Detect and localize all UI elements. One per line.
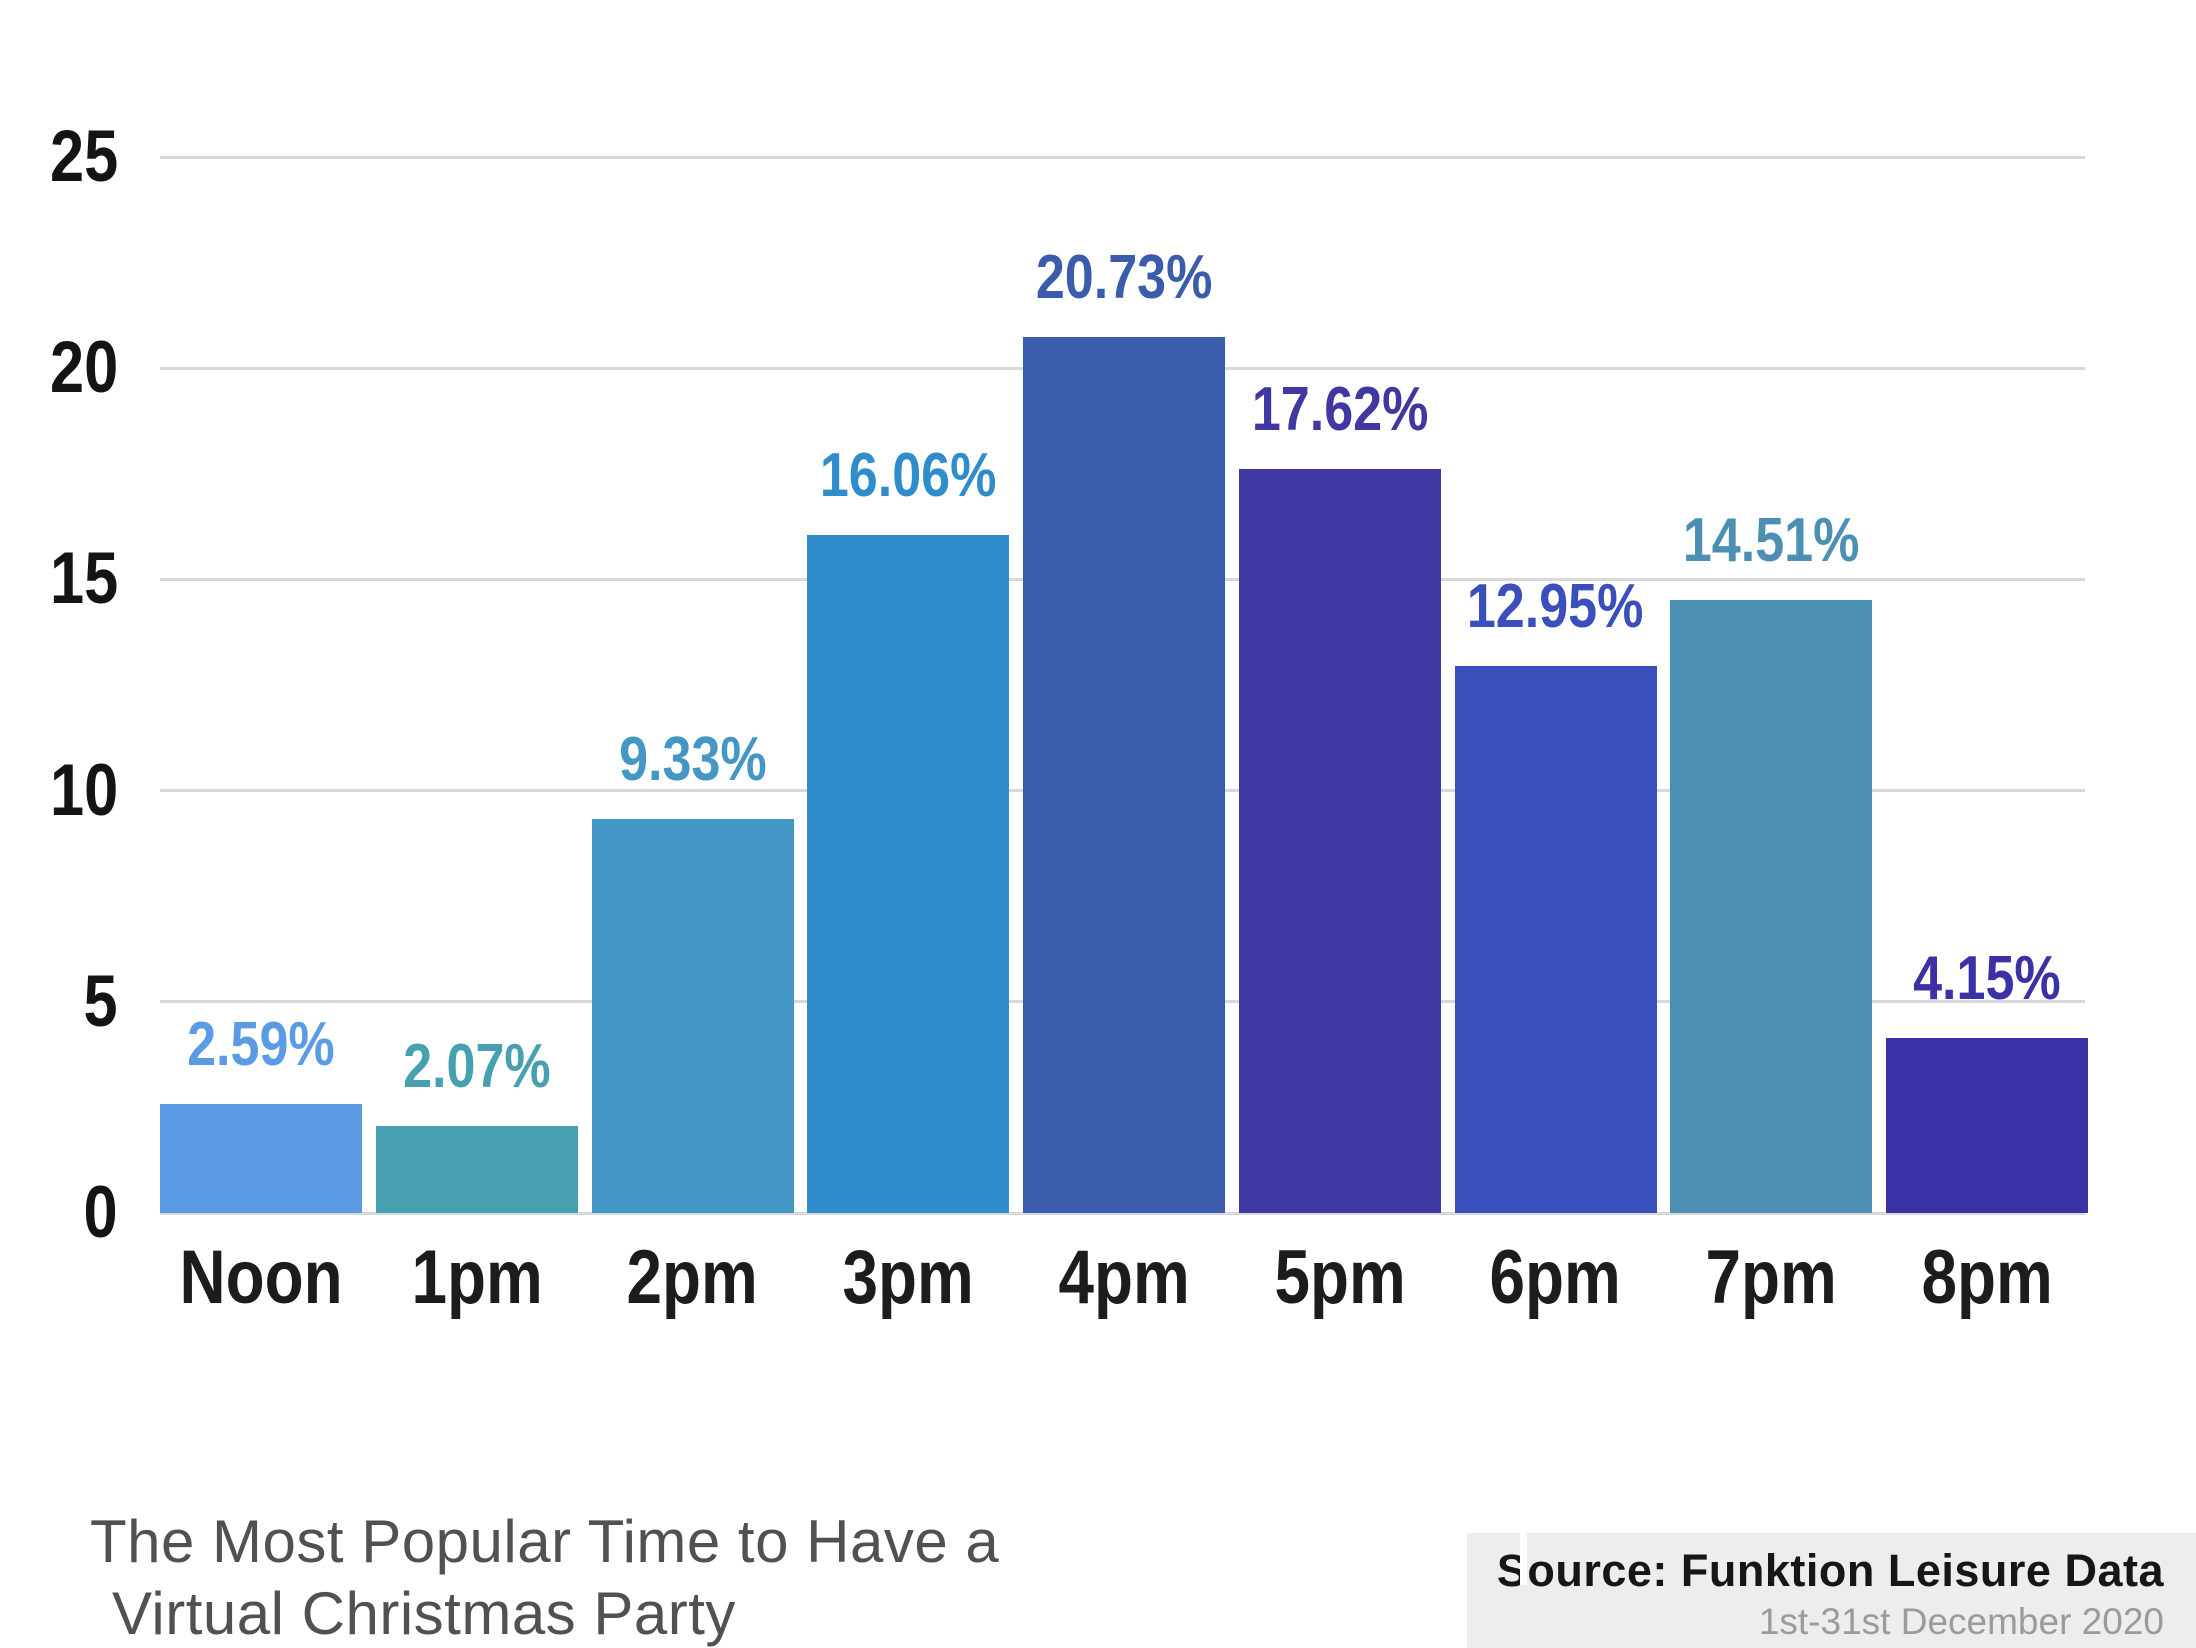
y-tick-10: 10 xyxy=(49,749,118,831)
value-label-3pm: 16.06% xyxy=(819,440,997,510)
y-tick-15: 15 xyxy=(49,538,118,620)
x-tick-noon: Noon xyxy=(179,1235,343,1320)
value-label-2pm: 9.33% xyxy=(618,724,767,794)
x-tick-6pm: 6pm xyxy=(1489,1235,1622,1320)
x-tick-2pm: 2pm xyxy=(626,1235,759,1320)
chart-title: The Most Popular Time to Have a Virtual … xyxy=(90,1506,999,1648)
bar-noon xyxy=(160,1103,362,1213)
x-tick-3pm: 3pm xyxy=(842,1235,974,1320)
bar-3pm xyxy=(807,534,1010,1213)
y-tick-5: 5 xyxy=(83,960,118,1042)
y-tick-25: 25 xyxy=(49,116,118,197)
source-box-notch xyxy=(1520,1533,1527,1585)
bar-2pm xyxy=(591,818,794,1213)
value-label-1pm: 2.07% xyxy=(402,1031,551,1101)
gridline-25 xyxy=(160,155,2085,159)
chart-title-line2: Virtual Christmas Party xyxy=(112,1580,736,1647)
bar-7pm xyxy=(1670,600,1873,1213)
y-tick-20: 20 xyxy=(49,327,118,409)
source-label: Source: Funktion Leisure Data xyxy=(1496,1545,2164,1596)
chart-title-line1: The Most Popular Time to Have a xyxy=(90,1508,1000,1575)
x-tick-7pm: 7pm xyxy=(1705,1235,1837,1320)
x-tick-4pm: 4pm xyxy=(1058,1235,1190,1320)
bar-5pm xyxy=(1238,468,1441,1213)
y-tick-0: 0 xyxy=(83,1172,118,1253)
x-tick-5pm: 5pm xyxy=(1274,1235,1406,1320)
source-box: Source: Funktion Leisure Data 1st-31st D… xyxy=(1467,1533,2196,1648)
bar-6pm xyxy=(1454,665,1657,1213)
value-label-5pm: 17.62% xyxy=(1251,374,1429,444)
value-label-6pm: 12.95% xyxy=(1467,571,1644,641)
x-tick-8pm: 8pm xyxy=(1921,1235,2053,1320)
bar-8pm xyxy=(1886,1037,2088,1213)
x-tick-1pm: 1pm xyxy=(411,1235,543,1320)
value-label-4pm: 20.73% xyxy=(1035,243,1213,313)
value-label-noon: 2.59% xyxy=(187,1009,335,1079)
gridline-0 xyxy=(160,1211,2085,1215)
value-label-7pm: 14.51% xyxy=(1682,506,1860,576)
source-period: 1st-31st December 2020 xyxy=(1758,1601,2164,1642)
bar-1pm xyxy=(375,1125,578,1213)
bar-4pm xyxy=(1023,337,1225,1213)
value-label-8pm: 4.15% xyxy=(1913,943,2061,1013)
